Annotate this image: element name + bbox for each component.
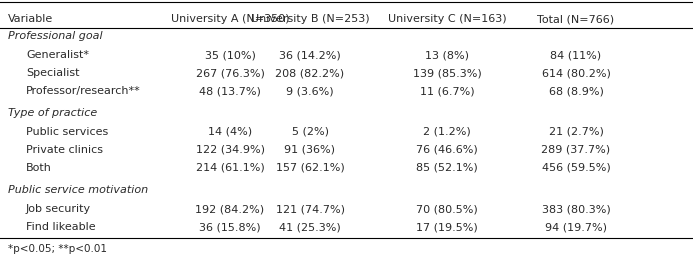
Text: 94 (19.7%): 94 (19.7%) — [545, 222, 607, 232]
Text: 139 (85.3%): 139 (85.3%) — [412, 68, 482, 78]
Text: 614 (80.2%): 614 (80.2%) — [541, 68, 611, 78]
Text: University C (N=163): University C (N=163) — [387, 14, 507, 24]
Text: 121 (74.7%): 121 (74.7%) — [276, 204, 344, 214]
Text: 21 (2.7%): 21 (2.7%) — [549, 127, 604, 137]
Text: 35 (10%): 35 (10%) — [204, 50, 256, 60]
Text: 9 (3.6%): 9 (3.6%) — [286, 86, 334, 96]
Text: 267 (76.3%): 267 (76.3%) — [195, 68, 265, 78]
Text: 157 (62.1%): 157 (62.1%) — [276, 163, 344, 173]
Text: 456 (59.5%): 456 (59.5%) — [542, 163, 611, 173]
Text: 208 (82.2%): 208 (82.2%) — [275, 68, 344, 78]
Text: 68 (8.9%): 68 (8.9%) — [549, 86, 604, 96]
Text: Public services: Public services — [26, 127, 108, 137]
Text: Generalist*: Generalist* — [26, 50, 89, 60]
Text: 5 (2%): 5 (2%) — [292, 127, 328, 137]
Text: 17 (19.5%): 17 (19.5%) — [416, 222, 478, 232]
Text: 36 (14.2%): 36 (14.2%) — [279, 50, 341, 60]
Text: Professor/research**: Professor/research** — [26, 86, 141, 96]
Text: Specialist: Specialist — [26, 68, 80, 78]
Text: 383 (80.3%): 383 (80.3%) — [542, 204, 611, 214]
Text: Both: Both — [26, 163, 52, 173]
Text: 91 (36%): 91 (36%) — [285, 145, 335, 155]
Text: Find likeable: Find likeable — [26, 222, 96, 232]
Text: Variable: Variable — [8, 14, 53, 24]
Text: Private clinics: Private clinics — [26, 145, 103, 155]
Text: 13 (8%): 13 (8%) — [425, 50, 469, 60]
Text: University A (N=350): University A (N=350) — [170, 14, 289, 24]
Text: 14 (4%): 14 (4%) — [208, 127, 252, 137]
Text: 122 (34.9%): 122 (34.9%) — [195, 145, 265, 155]
Text: Public service motivation: Public service motivation — [8, 185, 148, 195]
Text: Job security: Job security — [26, 204, 91, 214]
Text: 84 (11%): 84 (11%) — [550, 50, 602, 60]
Text: University B (N=253): University B (N=253) — [251, 14, 369, 24]
Text: 214 (61.1%): 214 (61.1%) — [195, 163, 264, 173]
Text: 11 (6.7%): 11 (6.7%) — [420, 86, 474, 96]
Text: 76 (46.6%): 76 (46.6%) — [416, 145, 478, 155]
Text: Total (N=766): Total (N=766) — [538, 14, 615, 24]
Text: 2 (1.2%): 2 (1.2%) — [423, 127, 471, 137]
Text: Professional goal: Professional goal — [8, 31, 103, 41]
Text: 36 (15.8%): 36 (15.8%) — [199, 222, 261, 232]
Text: *p<0.05; **p<0.01: *p<0.05; **p<0.01 — [8, 244, 107, 254]
Text: 85 (52.1%): 85 (52.1%) — [416, 163, 478, 173]
Text: 70 (80.5%): 70 (80.5%) — [416, 204, 478, 214]
Text: Type of practice: Type of practice — [8, 108, 97, 118]
Text: 41 (25.3%): 41 (25.3%) — [279, 222, 341, 232]
Text: 48 (13.7%): 48 (13.7%) — [199, 86, 261, 96]
Text: 289 (37.7%): 289 (37.7%) — [541, 145, 611, 155]
Text: 192 (84.2%): 192 (84.2%) — [195, 204, 265, 214]
